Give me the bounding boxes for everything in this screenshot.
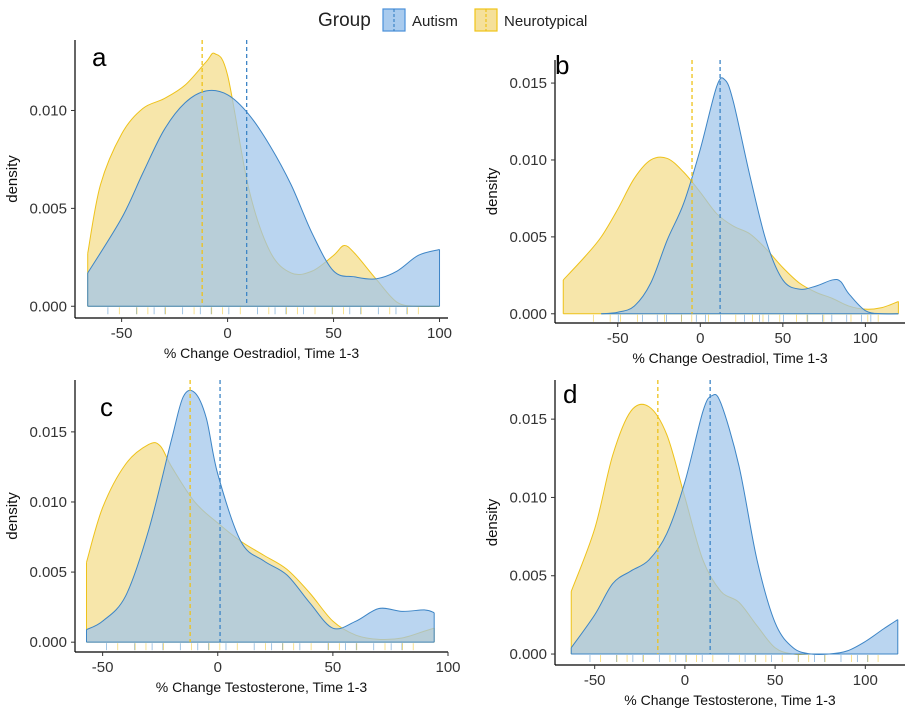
x-tick-label: 50 bbox=[774, 330, 791, 347]
density-panel-c: -50 0 50 100 0.000 0.005 0.010 0.015 % Change Te… bbox=[4, 380, 461, 695]
legend: Group Autism Neurotypical bbox=[318, 8, 587, 32]
legend-title: Group bbox=[318, 10, 371, 31]
y-axis-label: density bbox=[484, 498, 501, 546]
density-area-autism bbox=[87, 90, 440, 307]
x-tick-label: -50 bbox=[584, 672, 606, 689]
y-axis-label: density bbox=[4, 155, 21, 203]
density-line-autism bbox=[601, 77, 899, 315]
x-tick-label: 100 bbox=[427, 325, 452, 342]
density-line-autism bbox=[86, 389, 435, 631]
y-axis-label: density bbox=[4, 492, 21, 540]
x-tick-label: 0 bbox=[223, 325, 231, 342]
y-tick-label: 0.000 bbox=[29, 634, 67, 651]
panel-label-c: c bbox=[100, 392, 113, 422]
panels: -50 0 50 100 0.000 0.005 0.010 % Change Oestrad… bbox=[4, 40, 905, 708]
y-tick-label: 0.015 bbox=[509, 75, 547, 92]
density-panel-a: -50 0 50 100 0.000 0.005 0.010 % Change Oestrad… bbox=[4, 40, 452, 361]
y-tick-label: 0.005 bbox=[509, 229, 547, 246]
legend-item-neurotypical: Neurotypical bbox=[474, 8, 587, 32]
legend-label-neurotypical: Neurotypical bbox=[504, 13, 587, 30]
y-axis-label: density bbox=[484, 167, 501, 215]
y-tick-label: 0.010 bbox=[509, 489, 547, 506]
x-tick-label: 50 bbox=[325, 325, 342, 342]
x-tick-label: -50 bbox=[607, 330, 629, 347]
x-tick-label: -50 bbox=[92, 659, 114, 676]
x-tick-label: 0 bbox=[696, 330, 704, 347]
panel-label-d: d bbox=[563, 379, 577, 409]
legend-item-autism: Autism bbox=[382, 8, 458, 32]
x-tick-label: -50 bbox=[111, 325, 133, 342]
x-tick-label: 50 bbox=[325, 659, 342, 676]
y-tick-label: 0.005 bbox=[29, 564, 67, 581]
density-area-autism bbox=[86, 390, 435, 643]
x-tick-label: 100 bbox=[853, 330, 878, 347]
y-tick-label: 0.010 bbox=[509, 152, 547, 169]
y-tick-label: 0.005 bbox=[509, 568, 547, 585]
panel-label-b: b bbox=[555, 50, 569, 80]
density-line-autism bbox=[570, 393, 899, 656]
y-tick-label: 0.000 bbox=[509, 306, 547, 323]
x-axis-label: % Change Oestradiol, Time 1-3 bbox=[632, 350, 828, 366]
x-tick-label: 0 bbox=[681, 672, 689, 689]
panel-label-a: a bbox=[92, 42, 107, 72]
x-axis-label: % Change Testosterone, Time 1-3 bbox=[156, 679, 368, 695]
density-panel-d: -50 0 50 100 0.000 0.005 0.010 0.015 % Change Te… bbox=[484, 379, 905, 708]
y-tick-label: 0.015 bbox=[509, 411, 547, 428]
density-area-autism bbox=[601, 77, 899, 314]
x-axis-label: % Change Testosterone, Time 1-3 bbox=[624, 692, 836, 708]
y-tick-label: 0.005 bbox=[29, 200, 67, 217]
y-tick-label: 0.015 bbox=[29, 424, 67, 441]
x-tick-label: 50 bbox=[767, 672, 784, 689]
density-area-autism bbox=[571, 394, 898, 655]
y-tick-label: 0.000 bbox=[509, 646, 547, 663]
x-axis-label: % Change Oestradiol, Time 1-3 bbox=[164, 345, 360, 361]
y-tick-label: 0.010 bbox=[29, 102, 67, 119]
x-tick-label: 100 bbox=[853, 672, 878, 689]
density-panel-b: -50 0 50 100 0.000 0.005 0.010 0.015 % Change Oe… bbox=[484, 50, 905, 366]
legend-label-autism: Autism bbox=[412, 13, 458, 30]
y-tick-label: 0.010 bbox=[29, 494, 67, 511]
x-tick-label: 100 bbox=[435, 659, 460, 676]
density-line-autism bbox=[87, 89, 440, 280]
y-tick-label: 0.000 bbox=[29, 298, 67, 315]
x-tick-label: 0 bbox=[214, 659, 222, 676]
